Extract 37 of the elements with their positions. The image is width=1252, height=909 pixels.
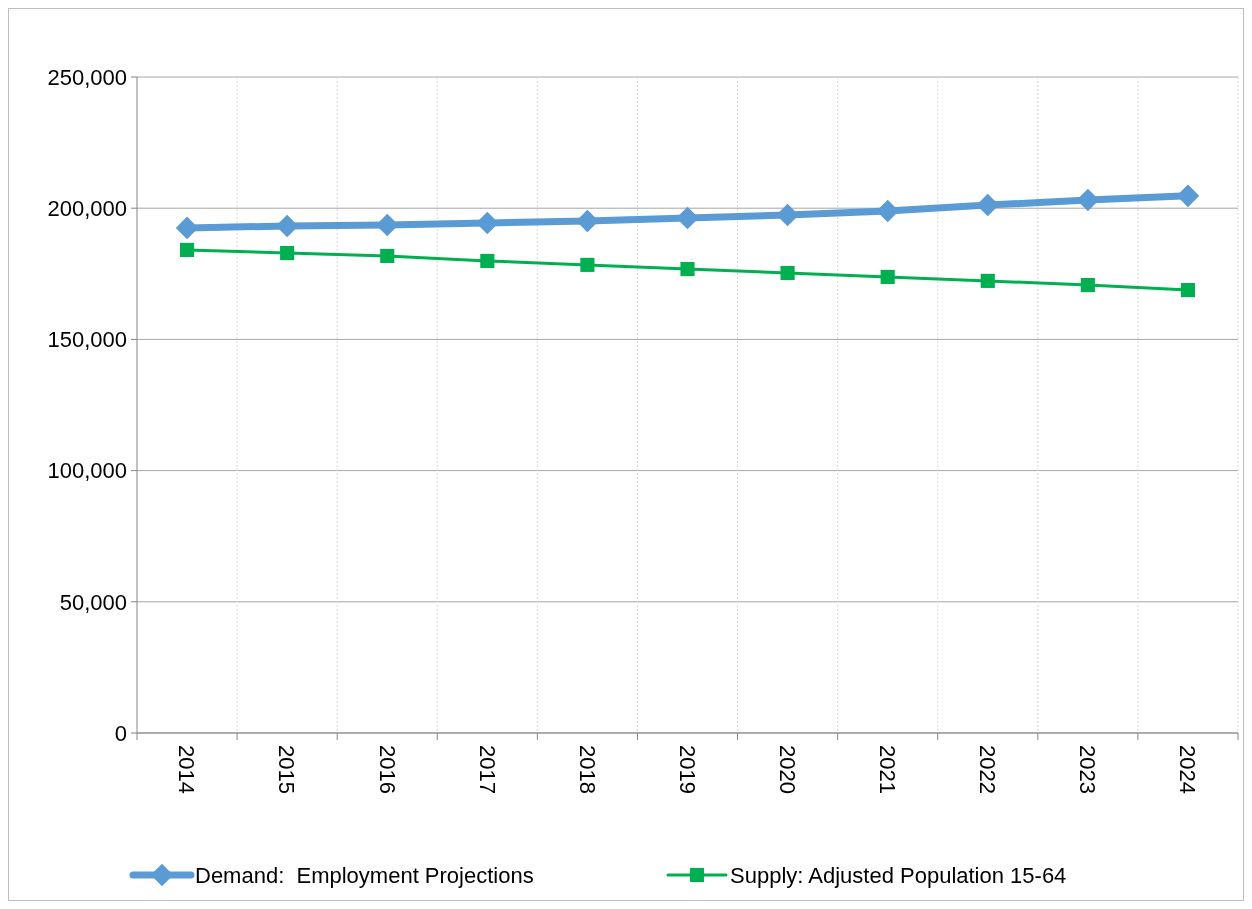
point (676, 206, 699, 230)
y-tick-label: 250,000 (47, 64, 127, 90)
x-tick-label: 2016 (374, 745, 400, 794)
point (480, 253, 495, 269)
x-tick-label: 2021 (874, 745, 900, 794)
x-tick-label: 2022 (975, 745, 1001, 794)
y-tick-label: 50,000 (59, 589, 127, 615)
point (580, 257, 595, 272)
y-tick-label: 200,000 (47, 195, 127, 221)
x-tick-label: 2019 (674, 745, 700, 794)
x-tick-label: 2018 (574, 745, 600, 794)
point (980, 273, 995, 288)
y-tick-label: 150,000 (47, 327, 127, 353)
x-tick-label: 2015 (274, 745, 300, 794)
point (476, 211, 499, 235)
point (680, 262, 695, 277)
point (876, 199, 899, 223)
y-tick-label: 0 (114, 720, 127, 746)
legend-label: Demand: Employment Projections (195, 862, 534, 888)
point (280, 246, 295, 261)
point (576, 209, 599, 233)
x-tick-label: 2014 (174, 745, 200, 794)
point (380, 248, 395, 264)
y-tick-label: 100,000 (47, 458, 127, 484)
point (780, 265, 795, 281)
x-tick-label: 2017 (474, 745, 500, 794)
point (175, 216, 199, 240)
x-tick-label: 2024 (1175, 745, 1201, 794)
point (1176, 184, 1200, 208)
x-tick-label: 2023 (1075, 745, 1101, 794)
point (880, 269, 895, 285)
point (776, 203, 799, 227)
point (1080, 278, 1095, 293)
point (1180, 283, 1196, 298)
x-tick-label: 2020 (774, 745, 800, 794)
point (179, 242, 195, 257)
legend-label: Supply: Adjusted Population 15-64 (730, 862, 1067, 888)
